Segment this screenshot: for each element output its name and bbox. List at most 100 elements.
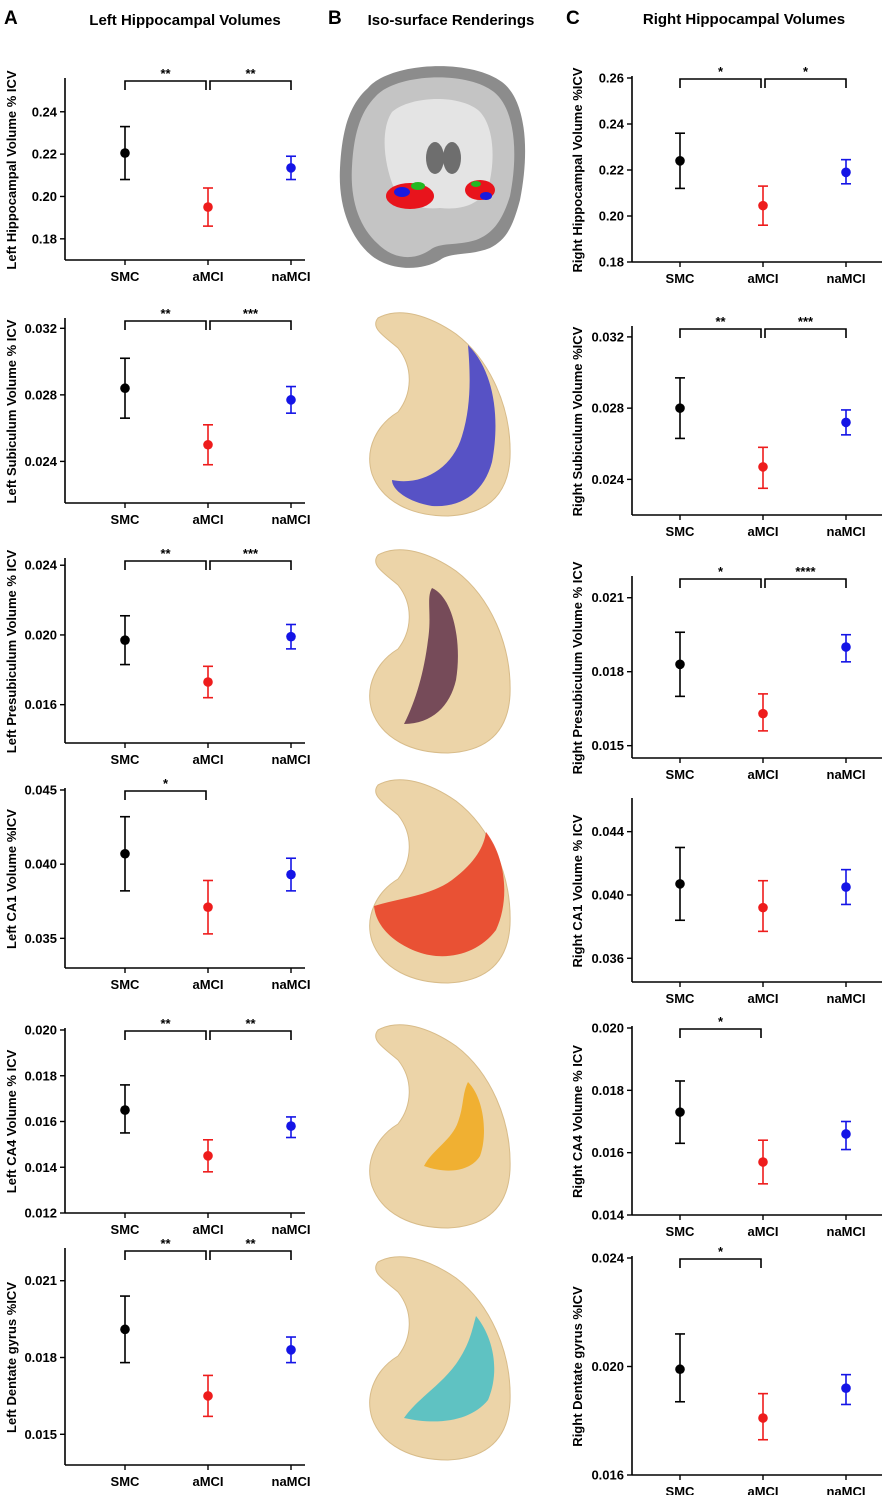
right-subfield-segmentation xyxy=(471,181,481,187)
significance-bracket xyxy=(124,1030,207,1040)
x-tick-label: naMCI xyxy=(272,512,311,527)
y-axis-label: Left Hippocampal Volume % ICV xyxy=(4,70,19,269)
x-tick-label: aMCI xyxy=(192,752,223,767)
mean-point-namci xyxy=(286,1345,296,1355)
x-tick-label: SMC xyxy=(111,977,141,992)
significance-bracket xyxy=(209,1250,292,1260)
significance-bracket xyxy=(764,78,847,88)
y-tick-label: 0.018 xyxy=(24,1350,57,1365)
significance-label: * xyxy=(718,564,724,579)
x-tick-label: naMCI xyxy=(272,1222,311,1237)
mean-point-smc xyxy=(120,148,130,158)
significance-bracket xyxy=(764,328,847,338)
x-tick-label: SMC xyxy=(111,512,141,527)
x-tick-label: aMCI xyxy=(747,524,778,539)
significance-bracket xyxy=(124,1250,207,1260)
significance-label: ** xyxy=(245,1016,256,1031)
y-tick-label: 0.040 xyxy=(591,887,624,902)
mean-point-smc xyxy=(120,848,130,859)
significance-bracket xyxy=(679,1028,762,1038)
x-tick-label: aMCI xyxy=(192,1222,223,1237)
significance-label: ** xyxy=(245,66,256,81)
x-tick-label: aMCI xyxy=(747,991,778,1006)
y-tick-label: 0.028 xyxy=(24,387,57,402)
y-tick-label: 0.016 xyxy=(591,1145,624,1160)
x-tick-label: aMCI xyxy=(747,1224,778,1239)
title-left: Left Hippocampal Volumes xyxy=(89,12,280,29)
significance-bracket xyxy=(124,320,207,330)
x-tick-label: SMC xyxy=(666,1224,696,1239)
x-tick-label: naMCI xyxy=(827,991,866,1006)
y-tick-label: 0.26 xyxy=(599,71,624,86)
left-ca4-chart: 0.012 0.014 0.016 0.018 0.020 SMC aMCI naMCI Lef… xyxy=(4,1016,311,1237)
hippocampus-surface xyxy=(369,1024,511,1229)
mean-point-smc xyxy=(675,1364,685,1375)
y-tick-label: 0.012 xyxy=(24,1206,57,1221)
significance-bracket xyxy=(679,1258,762,1268)
significance-bracket xyxy=(209,1030,292,1040)
mean-point-smc xyxy=(120,635,130,645)
title-right: Right Hippocampal Volumes xyxy=(643,11,845,28)
mean-point-namci xyxy=(841,417,851,428)
charts-layer: 0.18 0.20 0.22 0.24 SMC aMCI naMCI Left Hippoca… xyxy=(4,64,882,1495)
y-tick-label: 0.016 xyxy=(591,1468,624,1483)
mean-point-namci xyxy=(286,395,296,405)
left-hippocampal-chart: 0.18 0.20 0.22 0.24 SMC aMCI naMCI Left Hippoca… xyxy=(4,66,311,284)
y-tick-label: 0.020 xyxy=(24,1023,57,1038)
x-tick-label: naMCI xyxy=(272,977,311,992)
y-tick-label: 0.024 xyxy=(24,454,57,469)
right-ca1-chart: 0.036 0.040 0.044 SMC aMCI naMCI Right CA1 Vol… xyxy=(570,798,882,1006)
significance-label: *** xyxy=(243,306,259,321)
y-axis-label: Left CA4 Volume % ICV xyxy=(4,1049,19,1193)
y-axis-label: Right Hippocampal Volume %ICV xyxy=(570,67,585,272)
x-tick-label: SMC xyxy=(666,1484,696,1495)
y-tick-label: 0.20 xyxy=(32,189,57,204)
mean-point-namci xyxy=(841,167,851,178)
y-tick-label: 0.22 xyxy=(32,147,57,162)
y-axis-label: Right Presubiculum Volume % ICV xyxy=(570,561,585,774)
y-tick-label: 0.20 xyxy=(599,209,624,224)
significance-label: * xyxy=(718,1244,724,1259)
y-tick-label: 0.018 xyxy=(591,664,624,679)
right-subfield-segmentation xyxy=(480,192,492,200)
y-axis-label: Left Subiculum Volume % ICV xyxy=(4,319,19,503)
x-tick-label: SMC xyxy=(666,991,696,1006)
y-tick-label: 0.018 xyxy=(591,1083,624,1098)
y-tick-label: 0.020 xyxy=(591,1359,624,1374)
y-tick-label: 0.016 xyxy=(24,697,57,712)
mean-point-amci xyxy=(203,902,213,912)
panel-letter-c: C xyxy=(566,8,580,29)
y-tick-label: 0.032 xyxy=(591,329,624,344)
x-tick-label: SMC xyxy=(666,524,696,539)
significance-bracket xyxy=(209,320,292,330)
significance-label: * xyxy=(163,776,169,791)
significance-bracket xyxy=(679,78,762,88)
significance-bracket xyxy=(124,80,207,90)
x-tick-label: aMCI xyxy=(747,1484,778,1495)
significance-bracket xyxy=(124,560,207,570)
mean-point-namci xyxy=(841,882,851,892)
left-presubiculum-chart: 0.016 0.020 0.024 SMC aMCI naMCI Left Presubic… xyxy=(4,546,311,767)
significance-label: ** xyxy=(715,314,726,329)
left-ca1-chart: 0.035 0.040 0.045 SMC aMCI naMCI Left CA1 Volu… xyxy=(4,776,311,992)
x-tick-label: naMCI xyxy=(827,1484,866,1495)
y-tick-label: 0.014 xyxy=(24,1160,57,1175)
significance-bracket xyxy=(124,790,207,800)
mean-point-amci xyxy=(758,1413,768,1423)
mean-point-amci xyxy=(758,902,768,913)
presubiculum-rendering xyxy=(369,549,511,754)
y-tick-label: 0.014 xyxy=(591,1208,624,1223)
y-tick-label: 0.035 xyxy=(24,931,57,946)
title-middle: Iso-surface Renderings xyxy=(368,12,535,29)
y-tick-label: 0.18 xyxy=(599,255,624,270)
left-subfield-segmentation xyxy=(411,182,425,190)
right-dentate-chart: 0.016 0.020 0.024 SMC aMCI naMCI Right Dentate… xyxy=(570,1244,882,1495)
ventricle xyxy=(426,142,444,174)
renderings-layer xyxy=(339,66,526,1461)
significance-label: ** xyxy=(245,1236,256,1251)
y-tick-label: 0.18 xyxy=(32,231,57,246)
right-presubiculum-chart: 0.015 0.018 0.021 SMC aMCI naMCI Right Presubi… xyxy=(570,561,882,782)
y-tick-label: 0.032 xyxy=(24,321,57,336)
x-tick-label: SMC xyxy=(111,269,141,284)
